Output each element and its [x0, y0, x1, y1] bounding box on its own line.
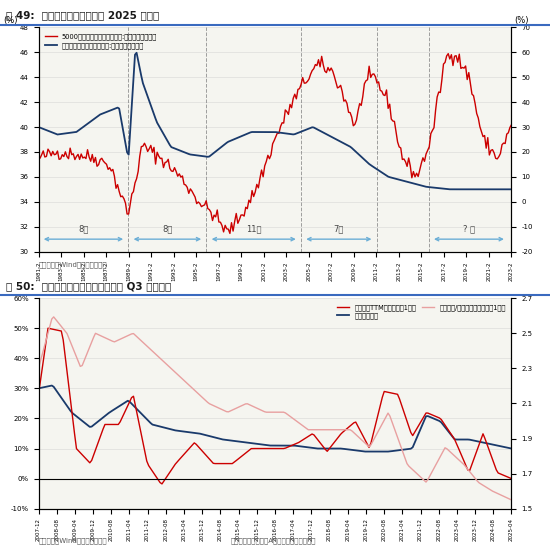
Text: 注：统计口径为全部A股（非金融石油石化）: 注：统计口径为全部A股（非金融石油石化） [231, 538, 316, 544]
Text: 11年: 11年 [246, 224, 261, 233]
Text: (%): (%) [3, 16, 18, 25]
Text: 7年: 7年 [334, 224, 344, 233]
Text: 数据来源：Wind，中信建投证券: 数据来源：Wind，中信建投证券 [39, 261, 107, 268]
Text: 8年: 8年 [78, 224, 89, 233]
Text: 图 49:  预计本轮产业周期将在 2025 年见底: 图 49: 预计本轮产业周期将在 2025 年见底 [6, 10, 159, 20]
Text: 8年: 8年 [162, 224, 173, 233]
Text: 数据来源：Wind，中信建投证券: 数据来源：Wind，中信建投证券 [39, 538, 107, 544]
Text: ? 年: ? 年 [463, 224, 475, 233]
Text: 图 50:  上市公司产能增长有望在明年 Q3 附近见底: 图 50: 上市公司产能增长有望在明年 Q3 附近见底 [6, 281, 170, 291]
Text: (%): (%) [514, 16, 529, 25]
Legend: 资本开支TTM同比（领先1年）, 固定资产同比, 资本开支/折旧摊销（右，领先1年）: 资本开支TTM同比（领先1年）, 固定资产同比, 资本开支/折旧摊销（右，领先1… [334, 301, 508, 322]
Legend: 5000户工业企业景气扩散指数:设备能力利用水平, 全社会固定资产投资完成额:名义同比（右轴）: 5000户工业企业景气扩散指数:设备能力利用水平, 全社会固定资产投资完成额:名… [42, 31, 160, 51]
